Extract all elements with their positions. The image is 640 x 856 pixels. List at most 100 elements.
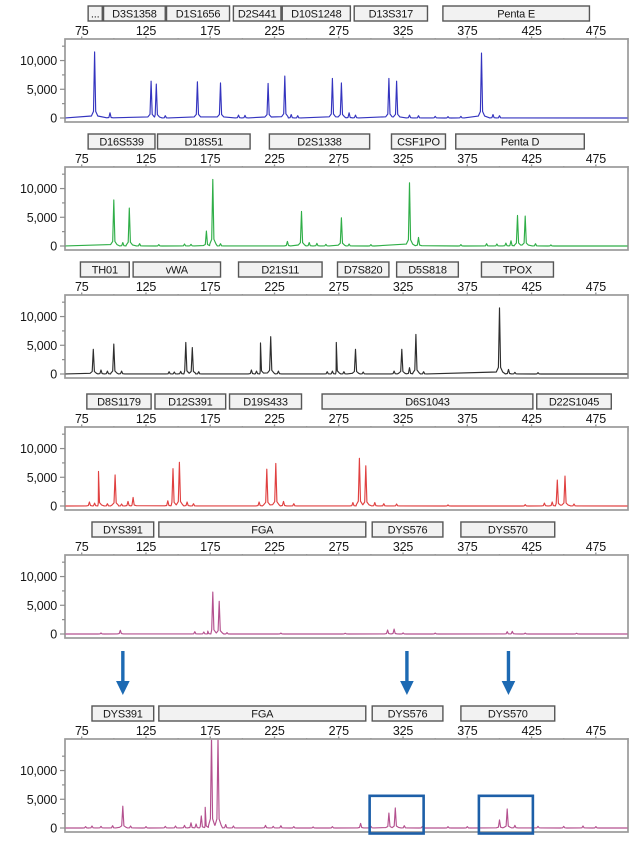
marker-box-DYS570: DYS570 — [460, 705, 556, 722]
x-tick-label: 225 — [264, 280, 285, 294]
marker-box-rect — [268, 133, 371, 150]
marker-label: TPOX — [503, 265, 533, 277]
x-tick-label: 175 — [200, 280, 221, 294]
marker-box-rect — [79, 261, 130, 278]
marker-label: D6S1043 — [405, 397, 450, 409]
marker-box-DYS391: DYS391 — [91, 705, 155, 722]
y-tick-label: 0 — [50, 368, 57, 382]
down-arrow — [501, 651, 516, 695]
marker-box-rect — [460, 521, 556, 538]
down-arrow — [400, 651, 414, 695]
x-tick-label: 175 — [200, 724, 221, 738]
x-tick-label: 425 — [521, 412, 542, 426]
y-tick-label: 5,000 — [27, 339, 58, 353]
down-arrow-head — [116, 681, 130, 695]
marker-box-rect — [86, 393, 152, 410]
marker-box-rect — [132, 261, 222, 278]
marker-label: vWA — [166, 265, 189, 277]
x-tick-label: 375 — [457, 724, 478, 738]
y-tick-label: 0 — [50, 500, 57, 514]
x-tick-label: 125 — [136, 412, 157, 426]
y-tick-label: 5,000 — [27, 793, 58, 807]
marker-box-rect — [228, 393, 303, 410]
marker-box-rect — [91, 521, 155, 538]
marker-box-D3S1358: D3S1358 — [102, 5, 166, 22]
x-tick-label: 275 — [329, 24, 350, 38]
marker-box-rect — [460, 705, 556, 722]
marker-box-rect — [91, 705, 155, 722]
x-tick-label: 125 — [136, 724, 157, 738]
x-tick-label: 75 — [75, 724, 89, 738]
marker-box-D22S1045: D22S1045 — [536, 393, 612, 410]
down-arrow-head — [400, 681, 414, 695]
marker-label: D5S818 — [408, 265, 447, 277]
x-tick-label: 375 — [457, 540, 478, 554]
x-tick-label: 125 — [136, 152, 157, 166]
marker-box-rect — [480, 261, 555, 278]
marker-label: D16S539 — [99, 137, 144, 149]
y-tick-label: 5,000 — [27, 471, 58, 485]
y-tick-label: 0 — [50, 628, 57, 642]
x-tick-label: 425 — [521, 24, 542, 38]
marker-label: D19S433 — [243, 397, 288, 409]
x-tick-label: 175 — [200, 152, 221, 166]
highlight-box — [368, 794, 425, 835]
electropherogram-panel-5: DYS391 FGA DYS576 DYS570 75 125 175 225 275 325 37… — [20, 521, 629, 642]
x-tick-label: 425 — [521, 540, 542, 554]
plot-frame — [64, 38, 629, 123]
marker-label: D2S1338 — [297, 137, 342, 149]
marker-box-rect — [158, 521, 367, 538]
marker-box-rect — [237, 261, 323, 278]
x-tick-label: 375 — [457, 280, 478, 294]
y-tick-label: 5,000 — [27, 599, 58, 613]
x-tick-label: 75 — [75, 152, 89, 166]
marker-box-D2S1338: D2S1338 — [268, 133, 371, 150]
plot-frame — [64, 554, 629, 639]
x-tick-label: 75 — [75, 412, 89, 426]
x-tick-label: 425 — [521, 152, 542, 166]
marker-label: D2S441 — [238, 9, 277, 21]
plot-frame — [64, 738, 629, 833]
marker-box-rect — [336, 261, 390, 278]
marker-box-D8S1179: D8S1179 — [86, 393, 152, 410]
x-tick-label: 275 — [329, 724, 350, 738]
marker-label: D21S11 — [261, 265, 299, 277]
marker-box-D12S391: D12S391 — [154, 393, 227, 410]
x-tick-label: 275 — [329, 540, 350, 554]
marker-label: D10S1248 — [291, 9, 341, 21]
marker-label: DYS391 — [103, 525, 143, 537]
x-tick-label: 125 — [136, 280, 157, 294]
y-tick-label: 5,000 — [27, 83, 58, 97]
marker-box-D5S818: D5S818 — [395, 261, 460, 278]
marker-box-rect — [536, 393, 612, 410]
x-tick-label: 475 — [586, 152, 607, 166]
x-tick-label: 375 — [457, 412, 478, 426]
trace-panel-6 — [65, 739, 628, 829]
marker-box-D10S1248: D10S1248 — [281, 5, 352, 22]
marker-box-DYS576: DYS576 — [371, 705, 444, 722]
x-tick-label: 225 — [264, 724, 285, 738]
marker-box-DYS570: DYS570 — [460, 521, 556, 538]
marker-box-rect — [158, 705, 367, 722]
down-arrow — [116, 651, 130, 695]
trace-panel-1 — [65, 51, 628, 119]
marker-label: FGA — [251, 525, 274, 537]
x-tick-label: 475 — [586, 540, 607, 554]
marker-box-rect — [353, 5, 429, 22]
x-tick-label: 325 — [393, 24, 414, 38]
y-tick-label: 5,000 — [27, 211, 58, 225]
y-tick-label: 10,000 — [20, 310, 57, 324]
marker-box-PentaE: Penta E — [442, 5, 591, 22]
x-tick-label: 475 — [586, 280, 607, 294]
x-tick-label: 125 — [136, 540, 157, 554]
x-tick-label: 375 — [457, 152, 478, 166]
plot-frame — [64, 166, 629, 251]
electropherogram-panel-3: TH01 vWA D21S11 D7S820 D5S818 TPOX 75 125 175 225… — [20, 261, 629, 382]
marker-label: D12S391 — [168, 397, 213, 409]
marker-label: DYS576 — [388, 709, 428, 721]
marker-box-rect — [371, 521, 444, 538]
trace-panel-3 — [65, 307, 628, 375]
x-tick-label: 475 — [586, 412, 607, 426]
marker-box-rect — [371, 705, 444, 722]
